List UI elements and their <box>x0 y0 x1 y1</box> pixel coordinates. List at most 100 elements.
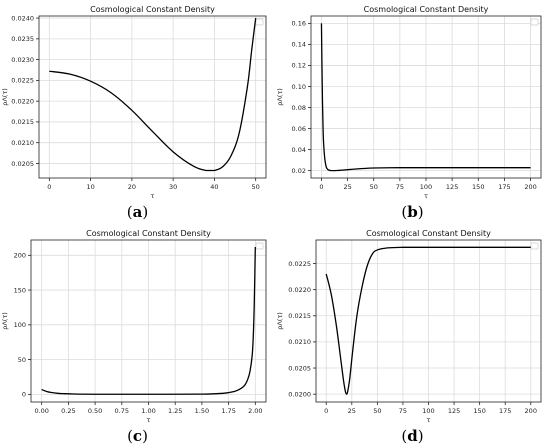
data-point <box>255 17 256 18</box>
data-point <box>49 71 50 72</box>
x-tick-label: 75 <box>399 407 407 415</box>
x-tick-label: 125 <box>446 183 458 191</box>
data-point <box>41 389 42 390</box>
y-axis: 0.02 0.04 0.06 0.08 0.10 0.12 0.14 0.16 <box>292 20 311 175</box>
grid <box>39 16 266 178</box>
y-tick-label: 0.0205 <box>11 160 34 168</box>
data-point <box>377 249 378 250</box>
x-tick-label: 75 <box>396 183 404 191</box>
data-point <box>337 170 338 171</box>
caption-open: ( <box>401 427 408 445</box>
data-point <box>402 247 403 248</box>
grid <box>316 240 541 402</box>
data-point <box>244 385 245 386</box>
x-tick-label: 0.00 <box>34 407 48 415</box>
data-point <box>372 254 373 255</box>
y-tick-label: 0.0240 <box>11 14 34 22</box>
caption-close: ) <box>142 427 148 445</box>
caption-letter: d <box>407 427 418 445</box>
series-line <box>41 246 256 395</box>
x-tick-label: 1.00 <box>141 407 155 415</box>
grid <box>31 240 266 402</box>
x-axis-label: τ <box>424 192 428 200</box>
caption-c: (c) <box>0 427 275 445</box>
x-tick-label: 100 <box>422 407 434 415</box>
data-point <box>325 164 326 165</box>
data-point <box>361 286 362 287</box>
data-point <box>478 167 479 168</box>
x-tick-label: 50 <box>373 407 381 415</box>
x-tick-label: 150 <box>472 183 484 191</box>
legend-box <box>530 18 539 26</box>
y-tick-label: 0.0210 <box>288 338 311 346</box>
grid <box>311 16 541 178</box>
x-tick-label: 175 <box>498 183 510 191</box>
y-tick-label: 0.12 <box>292 62 306 70</box>
data-point <box>223 393 224 394</box>
y-tick-label: 0.08 <box>292 104 306 112</box>
x-tick-label: 150 <box>473 407 485 415</box>
data-point <box>247 378 248 379</box>
data-point <box>321 23 322 24</box>
caption-a: (a) <box>0 203 275 221</box>
x-axis-label: τ <box>151 192 155 200</box>
chart-svg: 0 25 50 75 100 125 150 175 200 0.0200 0.0205 0.0210… <box>276 229 542 424</box>
data-point <box>173 151 174 152</box>
legend-box <box>530 242 539 250</box>
data-point <box>73 393 74 394</box>
y-axis-label: ρΛ(τ) <box>276 88 284 106</box>
data-point <box>214 170 215 171</box>
data-point <box>323 142 324 143</box>
x-tick-label: 0 <box>47 183 51 191</box>
data-point <box>69 74 70 75</box>
data-point <box>342 170 343 171</box>
chart-panel-d: 0 25 50 75 100 125 150 175 200 0.0200 0.0205 0.0210… <box>275 224 550 424</box>
x-tick-label: 1.25 <box>168 407 182 415</box>
data-point <box>530 247 531 248</box>
data-point <box>111 92 112 93</box>
chart-panel-a: 0 10 20 30 40 50 0.0205 0.0210 0.0215 0.0220 0.022… <box>0 0 275 200</box>
data-point <box>233 391 234 392</box>
legend-box <box>255 242 264 250</box>
x-tick-label: 0.75 <box>115 407 129 415</box>
data-point <box>321 67 322 68</box>
data-point <box>340 357 341 358</box>
x-axis: 0 25 50 75 100 125 150 175 200 <box>324 402 537 415</box>
data-point <box>57 393 58 394</box>
data-point <box>347 391 348 392</box>
data-point <box>349 378 350 379</box>
x-tick-label: 2.00 <box>248 407 262 415</box>
y-tick-label: 0.04 <box>292 146 306 154</box>
data-point <box>322 126 323 127</box>
caption-b: (b) <box>275 203 550 221</box>
x-axis: 0 25 50 75 100 125 150 175 200 <box>319 178 537 191</box>
y-axis-label: ρΛ(τ) <box>276 312 284 330</box>
caption-open: ( <box>127 427 133 445</box>
data-point <box>530 167 531 168</box>
y-tick-label: 0.0225 <box>288 260 311 268</box>
y-tick-label: 0.0215 <box>11 118 34 126</box>
plot-frame <box>38 15 267 179</box>
data-point <box>322 102 323 103</box>
data-point <box>331 294 332 295</box>
data-point <box>326 167 327 168</box>
caption-letter: c <box>132 427 143 445</box>
x-tick-label: 200 <box>524 183 536 191</box>
data-point <box>239 133 240 134</box>
data-point <box>247 86 248 87</box>
data-point <box>251 51 252 52</box>
data-point <box>479 247 480 248</box>
caption-letter: b <box>407 203 418 221</box>
chart-svg: 0.00 0.25 0.50 0.75 1.00 1.25 1.50 1.75 2.00 0 50 1… <box>1 229 267 424</box>
data-point <box>363 168 364 169</box>
x-tick-label: 100 <box>420 183 432 191</box>
x-tick-label: 50 <box>370 183 378 191</box>
caption-letter: a <box>132 203 143 221</box>
y-axis: 0.0200 0.0205 0.0210 0.0215 0.0220 0.0225 <box>288 260 316 398</box>
y-axis-label: ρΛ(τ) <box>1 88 9 106</box>
caption-close: ) <box>417 203 424 221</box>
data-point <box>356 315 357 316</box>
data-point <box>252 356 253 357</box>
y-tick-label: 200 <box>14 252 26 260</box>
data-point <box>399 167 400 168</box>
